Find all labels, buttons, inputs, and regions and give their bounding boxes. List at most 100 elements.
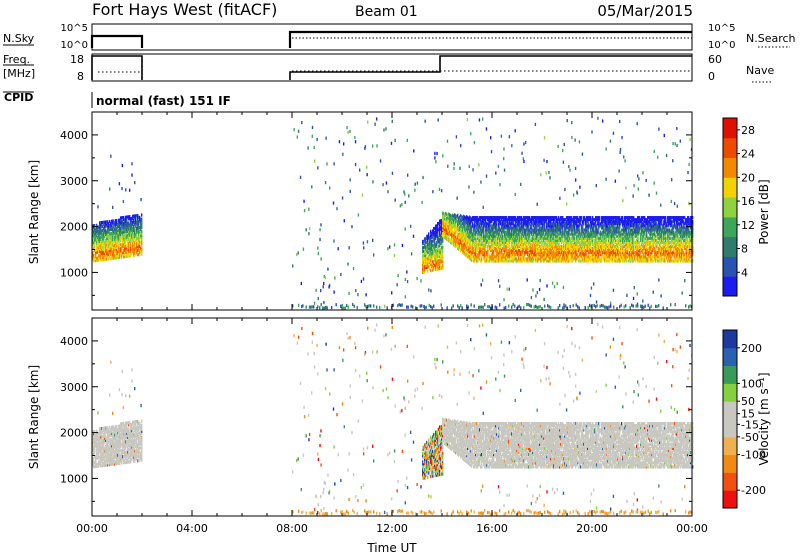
- power-cell: [550, 242, 552, 247]
- power-cell: [557, 238, 559, 242]
- power-cell: [522, 244, 524, 249]
- power-cell: [461, 217, 463, 221]
- power-cell: [571, 242, 573, 247]
- power-cell: [533, 253, 535, 257]
- power-cell: [512, 220, 514, 224]
- power-cell: [557, 240, 559, 244]
- power-cell: [660, 228, 662, 232]
- power-cell: [631, 246, 633, 251]
- power-cell: [498, 220, 500, 224]
- power-cell: [643, 224, 645, 228]
- power-cell: [465, 222, 467, 226]
- power-cell: [514, 226, 516, 230]
- power-cell: [548, 249, 550, 253]
- power-cell: [629, 244, 631, 249]
- power-cell: [530, 242, 532, 247]
- power-cell: [562, 220, 564, 224]
- power-cell: [645, 218, 647, 222]
- power-cell: [557, 251, 559, 255]
- power-cell: [557, 232, 559, 236]
- power-cell: [579, 257, 581, 261]
- power-cell: [466, 235, 468, 239]
- power-cell: [586, 216, 588, 220]
- power-cell: [466, 215, 468, 219]
- power-cell: [124, 226, 126, 230]
- power-cell: [653, 232, 655, 236]
- power-cell: [535, 226, 537, 230]
- power-cell: [607, 216, 609, 220]
- power-cell: [528, 230, 530, 234]
- power-cell: [497, 236, 499, 240]
- power-cell: [494, 224, 496, 228]
- power-cell: [617, 228, 619, 232]
- power-cell: [541, 249, 543, 253]
- power-cell: [625, 251, 627, 255]
- power-cell: [437, 228, 439, 232]
- power-cell: [440, 239, 442, 244]
- power-cell: [591, 257, 593, 261]
- power-cell: [645, 220, 647, 224]
- power-cell: [431, 248, 433, 252]
- power-cell: [469, 236, 471, 240]
- power-cell: [532, 242, 534, 247]
- power-cell: [583, 257, 585, 261]
- power-cell: [605, 244, 607, 249]
- power-cell: [604, 218, 606, 222]
- power-cell: [613, 253, 615, 257]
- power-cell: [584, 246, 586, 251]
- power-cell: [586, 246, 588, 251]
- power-cell: [509, 230, 511, 234]
- power-cell: [557, 222, 559, 226]
- power-cell: [572, 249, 574, 253]
- power-cell: [526, 240, 528, 244]
- power-cell: [641, 220, 643, 224]
- power-cell: [94, 248, 96, 252]
- power-cell: [589, 242, 591, 247]
- power-cell: [592, 218, 594, 222]
- power-cell: [551, 236, 553, 240]
- power-cell: [626, 251, 628, 255]
- power-cell: [549, 216, 551, 220]
- power-cell: [119, 249, 121, 253]
- power-cell: [645, 226, 647, 230]
- power-cell: [525, 251, 527, 255]
- power-cell: [588, 236, 590, 240]
- power-cell: [526, 232, 528, 236]
- power-cell: [579, 218, 581, 222]
- power-cell: [520, 259, 522, 263]
- power-cell: [491, 255, 493, 259]
- power-cell: [526, 246, 528, 251]
- power-cell: [573, 222, 575, 226]
- power-cell: [542, 216, 544, 220]
- power-cell: [557, 255, 559, 259]
- power-cell: [548, 222, 550, 226]
- power-cell: [458, 235, 460, 239]
- power-cell: [633, 222, 635, 226]
- power-cell: [582, 224, 584, 228]
- power-cell: [472, 246, 474, 251]
- power-cell: [582, 230, 584, 234]
- power-cell: [578, 249, 580, 253]
- power-cell: [115, 221, 117, 225]
- power-cell: [479, 230, 481, 234]
- power-cell: [559, 226, 561, 230]
- power-cell: [598, 251, 600, 255]
- power-cell: [516, 259, 518, 263]
- power-cell: [433, 233, 435, 237]
- power-cell: [632, 242, 634, 247]
- power-cell: [134, 235, 136, 239]
- power-cell: [590, 224, 592, 228]
- power-cell: [467, 230, 469, 234]
- power-cell: [451, 235, 453, 239]
- power-cell: [593, 224, 595, 228]
- power-cell: [627, 234, 629, 238]
- power-cell: [645, 224, 647, 228]
- power-cell: [498, 259, 500, 263]
- power-cell: [553, 216, 555, 220]
- power-cell: [606, 246, 608, 251]
- power-cell: [540, 244, 542, 249]
- power-cell: [572, 228, 574, 232]
- power-cell: [646, 222, 648, 226]
- power-cell: [101, 243, 103, 247]
- power-cell: [529, 234, 531, 238]
